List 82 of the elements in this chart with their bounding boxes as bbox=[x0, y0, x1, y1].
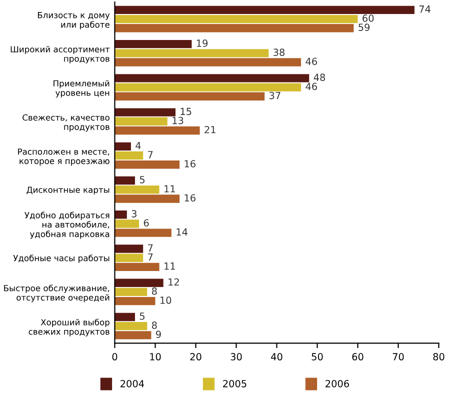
bar bbox=[114, 14, 358, 24]
bar bbox=[114, 6, 414, 14]
x-tick-label: 0 bbox=[112, 353, 118, 360]
bar bbox=[114, 176, 135, 185]
data-label: 12 bbox=[168, 278, 179, 286]
data-label: 46 bbox=[306, 82, 317, 90]
data-label: 6 bbox=[144, 219, 149, 227]
data-label: 16 bbox=[184, 194, 196, 202]
x-tick-label: 40 bbox=[271, 353, 282, 360]
y-tick-label: Свежесть, качество продуктов bbox=[22, 114, 110, 132]
data-label: 9 bbox=[156, 330, 161, 338]
data-label: 74 bbox=[419, 6, 430, 13]
data-label: 11 bbox=[164, 262, 175, 270]
data-label: 5 bbox=[140, 312, 145, 320]
y-tick-label: Близость к дому или работе bbox=[38, 12, 110, 30]
bar bbox=[114, 92, 265, 100]
data-label: 3 bbox=[132, 210, 136, 218]
bar bbox=[114, 296, 156, 306]
bar bbox=[114, 40, 192, 48]
bar bbox=[114, 83, 302, 92]
y-tick-label: Хороший выбор свежих продуктов bbox=[28, 318, 110, 336]
data-label: 48 bbox=[314, 74, 326, 82]
bar bbox=[114, 254, 144, 262]
x-tick-label: 70 bbox=[392, 353, 404, 360]
x-tick-label: 10 bbox=[150, 353, 161, 360]
bar bbox=[114, 142, 131, 151]
bar bbox=[114, 228, 172, 237]
data-label: 37 bbox=[270, 92, 280, 100]
data-label: 21 bbox=[204, 126, 216, 134]
data-label: 8 bbox=[152, 322, 157, 329]
x-tick-label: 50 bbox=[312, 353, 323, 360]
bar bbox=[114, 210, 127, 219]
data-label: 5 bbox=[140, 176, 145, 184]
data-label: 14 bbox=[176, 228, 188, 236]
bar bbox=[114, 186, 160, 194]
y-tick-label: Удобные часы работы bbox=[13, 254, 110, 263]
y-tick-label: Быстрое обслуживание, отсутствие очередей bbox=[4, 284, 110, 302]
bar bbox=[114, 24, 354, 32]
y-tick-label: Дисконтные карты bbox=[26, 186, 110, 195]
data-label: 7 bbox=[148, 244, 153, 252]
x-tick-label: 20 bbox=[190, 353, 202, 360]
bar bbox=[114, 194, 180, 203]
legend-label: 2005 bbox=[223, 380, 246, 388]
bar bbox=[114, 108, 176, 116]
bar bbox=[114, 220, 140, 228]
y-tick-label: Удобно добираться на автомобиле, удобная парковка bbox=[24, 212, 110, 239]
x-tick-label: 60 bbox=[352, 353, 364, 360]
x-tick-label: 30 bbox=[230, 353, 242, 360]
data-label: 16 bbox=[184, 160, 196, 168]
data-label: 38 bbox=[274, 48, 285, 56]
bar bbox=[114, 262, 160, 272]
bar bbox=[114, 312, 135, 322]
bar bbox=[114, 244, 144, 253]
bar bbox=[114, 288, 148, 296]
bar bbox=[114, 331, 152, 340]
bar bbox=[114, 160, 180, 169]
bar bbox=[114, 151, 144, 160]
data-label: 15 bbox=[180, 108, 192, 116]
data-label: 19 bbox=[196, 40, 208, 47]
bar bbox=[114, 49, 269, 58]
y-tick-label: Широкий ассортимент продуктов bbox=[10, 46, 110, 64]
legend-label: 2004 bbox=[120, 380, 144, 388]
data-label: 11 bbox=[164, 185, 175, 192]
data-label: 7 bbox=[148, 253, 153, 261]
bar bbox=[114, 58, 302, 66]
data-label: 10 bbox=[160, 296, 172, 304]
y-tick-label: Приемлемый уровень цен bbox=[54, 80, 110, 98]
data-label: 7 bbox=[148, 151, 153, 158]
x-tick-label: 80 bbox=[433, 353, 444, 360]
data-label: 46 bbox=[306, 58, 317, 66]
y-tick-label: Расположен в месте, которое я проезжаю bbox=[18, 148, 110, 166]
data-label: 60 bbox=[362, 14, 374, 22]
bar bbox=[114, 278, 164, 287]
data-label: 13 bbox=[172, 116, 184, 124]
legend-label: 2006 bbox=[326, 380, 349, 388]
data-label: 8 bbox=[152, 287, 157, 295]
bar bbox=[114, 322, 148, 330]
bar bbox=[114, 117, 168, 126]
data-label: 59 bbox=[358, 24, 370, 31]
bar bbox=[114, 126, 200, 135]
bar bbox=[114, 74, 310, 82]
data-label: 4 bbox=[136, 142, 141, 150]
